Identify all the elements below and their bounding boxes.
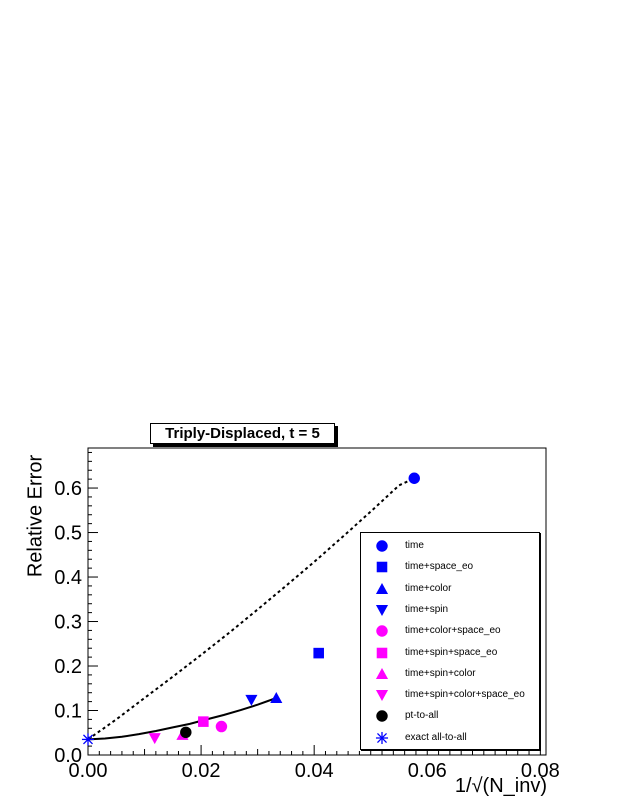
fit-curves — [87, 477, 415, 741]
legend-label: time+color+space_eo — [405, 625, 501, 637]
legend-marker-icon — [376, 710, 388, 723]
x-tick-label: 0.06 — [408, 760, 447, 782]
y-tick-label: 0.6 — [54, 478, 82, 500]
legend-marker-icon — [376, 562, 388, 573]
y-tick-label: 0.4 — [54, 567, 82, 589]
legend-marker-icon — [375, 690, 389, 702]
data-point-time-spin — [245, 694, 258, 706]
data-point-pt-to-all — [180, 726, 192, 739]
x-tick-label: 0.08 — [521, 760, 560, 782]
legend-label: time+space_eo — [405, 561, 474, 573]
legend-label: time+spin+color+space_eo — [405, 689, 525, 701]
data-point-time-space-eo — [313, 647, 324, 659]
legend-entry: time+color+space_eo — [361, 621, 539, 641]
chart-title: Triply-Displaced, t = 5 — [150, 423, 335, 444]
legend-label: time+spin+color — [405, 667, 476, 679]
legend-marker-icon — [375, 667, 389, 679]
legend-marker-icon — [375, 582, 389, 594]
y-tick-label: 0.2 — [54, 656, 82, 678]
data-point-time-color-space-eo — [215, 720, 228, 733]
y-axis-ticks: 0.0 0.1 0.2 0.3 0.4 0.5 0.6 — [54, 451, 98, 767]
legend-label: exact all-to-all — [405, 731, 467, 743]
data-point-exact-all-to-all — [81, 733, 95, 746]
legend-entry: time+color — [361, 579, 539, 599]
x-tick-label: 0.00 — [69, 760, 108, 782]
y-axis-label: Relative Error — [24, 454, 47, 578]
y-tick-label: 0.0 — [54, 745, 82, 767]
data-point-time — [408, 472, 420, 484]
data-point-time-spin-color-space-eo — [148, 733, 161, 745]
legend-entry: pt-to-all — [361, 706, 539, 726]
data-points — [81, 472, 420, 746]
legend-marker-icon — [376, 540, 388, 552]
legend-label: time+spin — [405, 603, 449, 615]
data-point-time-color — [270, 691, 283, 703]
fit-curve-solid — [87, 697, 277, 741]
y-tick-label: 0.5 — [54, 523, 82, 545]
legend-label: time — [405, 540, 424, 551]
legend-entry: time+spin — [361, 600, 539, 620]
legend-marker-icon — [376, 625, 388, 637]
y-tick-label: 0.3 — [54, 612, 82, 634]
legend-label: pt-to-all — [405, 710, 439, 722]
legend-entry: time+spin+color+space_eo — [361, 685, 539, 705]
plot-frame — [87, 447, 547, 756]
legend-entry: time — [361, 536, 539, 556]
x-axis-ticks: 0.00 0.02 0.04 0.06 0.08 — [69, 745, 560, 782]
y-tick-label: 0.1 — [54, 701, 82, 723]
x-tick-label: 0.04 — [295, 760, 334, 782]
legend-label: time+color — [405, 582, 452, 594]
legend: time time+space_eo time+color time+spin time… — [360, 532, 540, 750]
legend-entry: time+spin+space_eo — [361, 643, 539, 663]
legend-entry: time+spin+color — [361, 664, 539, 684]
x-axis-label: 1/√(N_inv) — [454, 775, 547, 797]
legend-label: time+spin+space_eo — [405, 646, 498, 658]
legend-marker-icon — [375, 604, 389, 616]
legend-entry: exact all-to-all — [361, 728, 539, 748]
data-point-time-spin-space-eo — [198, 716, 209, 727]
legend-marker-icon — [376, 647, 388, 658]
x-tick-label: 0.02 — [182, 760, 221, 782]
legend-marker-icon — [375, 731, 389, 744]
legend-entry: time+space_eo — [361, 557, 539, 577]
